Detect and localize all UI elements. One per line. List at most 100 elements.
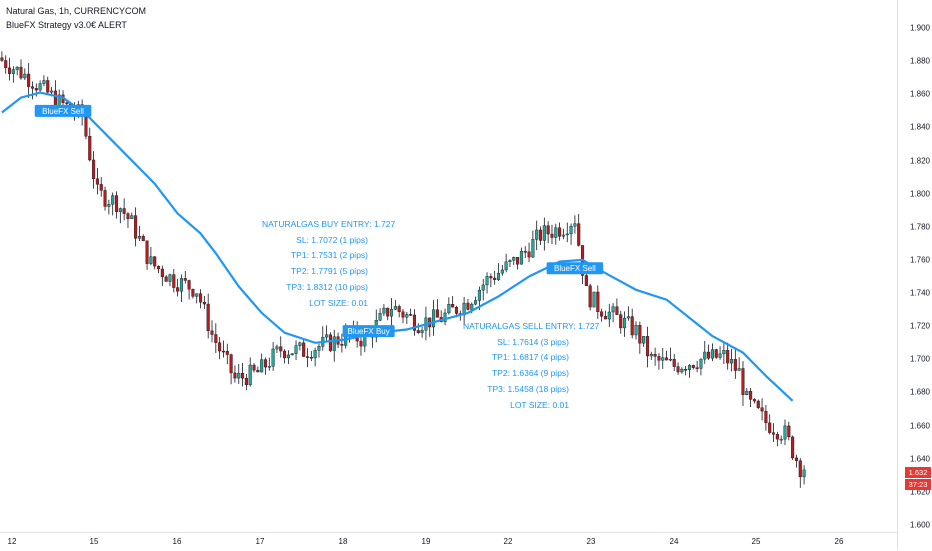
candle: [691, 364, 695, 370]
time-axis[interactable]: 12 15 16 17 18 19 22 23 24 25 26: [0, 532, 897, 551]
y-tick-label: 1.880: [909, 56, 930, 66]
candle: [118, 207, 122, 224]
candle: [191, 288, 195, 299]
y-tick-label: 1.840: [909, 122, 930, 132]
candle: [535, 220, 539, 251]
candle: [745, 388, 749, 396]
symbol-title[interactable]: Natural Gas, 1h, CURRENCYCOM: [6, 6, 147, 16]
indicator-title[interactable]: BlueFX Strategy v3.0€ ALERT: [6, 20, 127, 30]
y-tick-label: 1.740: [909, 288, 930, 298]
buy-entry-text: NATURALGAS BUY ENTRY: 1.727: [262, 219, 396, 229]
candle: [23, 68, 27, 81]
candle: [531, 230, 535, 259]
candle: [687, 364, 692, 378]
candle: [802, 465, 806, 485]
candle: [466, 298, 470, 311]
candle: [676, 362, 680, 375]
candle: [798, 458, 802, 488]
signal-label[interactable]: BlueFX Sell: [546, 262, 604, 275]
candle: [481, 278, 485, 301]
candle: [332, 329, 336, 362]
candle: [615, 298, 619, 315]
x-tick-label: 25: [751, 537, 761, 546]
signal-label-text: BlueFX Sell: [554, 264, 596, 273]
candle: [160, 265, 164, 287]
candle: [718, 346, 722, 360]
candle: [546, 221, 550, 244]
candle: [603, 310, 607, 320]
candle: [607, 303, 611, 328]
x-tick-label: 26: [834, 537, 844, 546]
x-tick-label: 15: [89, 537, 99, 546]
sell-tp3-text: TP3: 1.5458 (18 pips): [487, 383, 569, 394]
candle: [642, 336, 646, 347]
x-tick-label: 17: [255, 537, 265, 546]
x-tick-label: 22: [503, 537, 513, 546]
x-tick-label: 16: [172, 537, 182, 546]
candle: [699, 358, 703, 376]
candle: [229, 353, 233, 385]
candle: [649, 351, 653, 360]
candle: [283, 349, 287, 364]
candle: [432, 299, 436, 336]
candle: [130, 212, 134, 220]
candle: [416, 323, 420, 334]
candle: [286, 350, 290, 364]
signal-label-text: BlueFX Buy: [347, 327, 389, 336]
candle: [500, 265, 504, 276]
buy-tp2-text: TP2: 1.7791 (5 pips): [290, 266, 368, 277]
candle: [592, 291, 596, 308]
candle: [218, 336, 222, 360]
candle: [577, 213, 581, 247]
candle: [760, 398, 764, 421]
candle: [313, 347, 317, 367]
candle: [27, 63, 31, 98]
candle: [378, 308, 382, 322]
candle: [516, 257, 520, 270]
signal-label[interactable]: BlueFX Buy: [342, 325, 395, 338]
candle: [737, 357, 741, 371]
candle: [107, 199, 111, 215]
candle: [393, 300, 397, 310]
candle: [88, 127, 92, 162]
candle: [42, 75, 46, 87]
candle: [145, 240, 149, 270]
candle: [729, 348, 734, 372]
y-tick-label: 1.760: [909, 255, 930, 265]
candle: [558, 222, 562, 241]
candle: [202, 296, 206, 309]
candle: [485, 272, 489, 294]
candle: [252, 363, 256, 373]
candle: [611, 303, 615, 323]
candle: [294, 340, 298, 361]
candle: [298, 341, 302, 351]
candle: [114, 191, 119, 219]
price-axis[interactable]: 1.900 1.880 1.860 1.840 1.820 1.800 1.780 1.760…: [897, 0, 932, 550]
candle: [672, 354, 676, 371]
buy-annotation: NATURALGAS BUY ENTRY: 1.727 SL: 1.7072 (…: [262, 217, 396, 311]
candle: [420, 326, 424, 338]
candle: [153, 256, 157, 270]
candle: [771, 423, 776, 442]
candle: [741, 361, 745, 407]
candle: [634, 321, 638, 340]
candle: [241, 362, 245, 387]
candle: [791, 435, 795, 461]
candle: [325, 325, 329, 342]
candle: [733, 349, 737, 379]
signal-label[interactable]: BlueFX Sell: [34, 104, 92, 117]
y-tick-label: 1.620: [909, 487, 930, 497]
candle: [657, 352, 661, 370]
candle: [508, 259, 512, 268]
candle: [8, 57, 12, 81]
candle: [756, 399, 760, 410]
candle: [122, 198, 126, 221]
buy-tp3-text: TP3: 1.8312 (10 pips): [286, 281, 368, 292]
candle: [359, 336, 363, 356]
candle: [764, 404, 768, 431]
candle: [137, 226, 141, 241]
candle: [401, 308, 405, 324]
candle: [527, 242, 531, 263]
y-tick-label: 1.720: [909, 321, 930, 331]
